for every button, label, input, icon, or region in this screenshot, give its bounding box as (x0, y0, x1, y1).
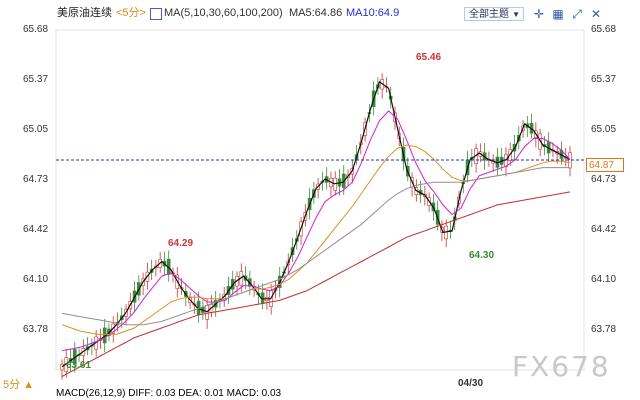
candle (60, 359, 64, 380)
candle (205, 299, 209, 329)
y-tick-right: 64.42 (591, 224, 617, 235)
candle (235, 271, 239, 296)
grid-icon[interactable]: ▦ (552, 7, 564, 21)
ma60-line (61, 167, 570, 326)
candle (265, 290, 269, 310)
y-tick-left: 64.10 (23, 274, 49, 285)
y-tick-left: 65.37 (23, 74, 49, 85)
theme-dropdown-label: 全部主题 (469, 9, 509, 20)
y-tick-left: 65.68 (23, 24, 49, 35)
date-label: 04/30 (458, 378, 484, 389)
candle (448, 220, 453, 239)
y-tick-right: 65.68 (591, 24, 617, 35)
peak-annotation: 65.46 (416, 52, 442, 63)
macd-indicator: MACD(26,12,9) DIFF: 0.03 DEA: 0.01 MACD:… (56, 388, 282, 399)
crosshair-icon[interactable]: ✛ (533, 7, 545, 21)
ma10-line (61, 110, 571, 352)
candle (380, 73, 384, 99)
chevron-down-icon: ▼ (512, 10, 520, 19)
low-annotation: 64.30 (469, 250, 495, 261)
y-tick-left: 64.73 (23, 174, 49, 185)
symbol-title: 美原油连续 (57, 7, 112, 19)
low-start-annotation: 63.61 (66, 360, 92, 371)
high-annotation: 64.29 (168, 238, 194, 249)
ma10-value: MA10:64.9 (346, 7, 400, 19)
close-icon[interactable]: ✕ (590, 7, 602, 21)
ma-settings-icon[interactable] (150, 8, 162, 20)
candle (474, 143, 478, 173)
chart-toolbar: 美原油连续 <5分> MA(5,10,30,60,100,200) MA5:64… (0, 0, 640, 28)
plot-frame (55, 29, 585, 371)
period-selector[interactable]: <5分> (116, 7, 146, 19)
watermark: FX678 (512, 350, 611, 383)
candle (384, 77, 389, 93)
y-tick-right: 64.73 (591, 174, 617, 185)
ma5-value: MA5:64.86 (289, 7, 343, 19)
y-tick-right: 65.37 (591, 74, 617, 85)
expand-icon[interactable]: ⤢ (572, 7, 582, 21)
y-tick-right: 63.78 (591, 324, 617, 335)
current-price-tag: 64.87 (586, 158, 624, 172)
candle (491, 154, 495, 172)
theme-dropdown[interactable]: 全部主题 ▼ (464, 7, 524, 21)
y-tick-right: 64.10 (591, 274, 617, 285)
y-tick-left: 64.42 (23, 224, 49, 235)
y-tick-left: 65.05 (23, 124, 49, 135)
candle (329, 171, 333, 197)
candle (504, 147, 508, 177)
candle (85, 337, 90, 356)
candle (529, 113, 534, 139)
candle (568, 146, 572, 177)
y-tick-right: 65.05 (591, 124, 617, 135)
bottom-period-toggle[interactable]: 5分 ▲ (3, 379, 35, 391)
ma5-line (61, 80, 571, 368)
y-tick-left: 63.78 (23, 324, 49, 335)
ma100-line (61, 191, 571, 377)
ma-settings-label[interactable]: MA(5,10,30,60,100,200) (164, 7, 283, 19)
candle (324, 167, 329, 190)
candle (260, 283, 265, 310)
